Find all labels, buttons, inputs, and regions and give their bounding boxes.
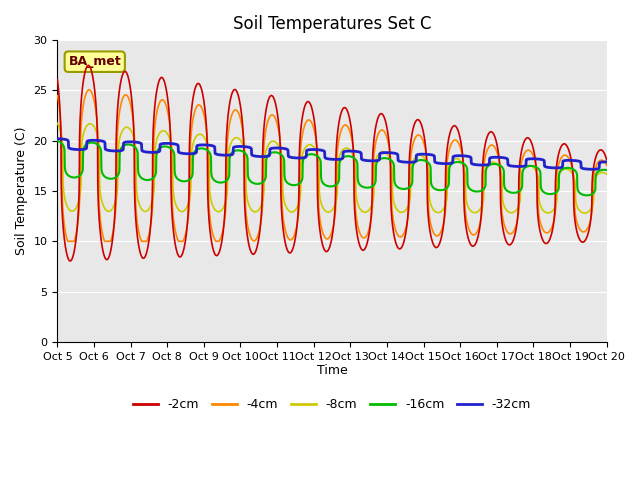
- Y-axis label: Soil Temperature (C): Soil Temperature (C): [15, 127, 28, 255]
- Legend: -2cm, -4cm, -8cm, -16cm, -32cm: -2cm, -4cm, -8cm, -16cm, -32cm: [128, 394, 536, 417]
- Title: Soil Temperatures Set C: Soil Temperatures Set C: [233, 15, 431, 33]
- Text: BA_met: BA_met: [68, 55, 121, 68]
- X-axis label: Time: Time: [317, 364, 348, 377]
